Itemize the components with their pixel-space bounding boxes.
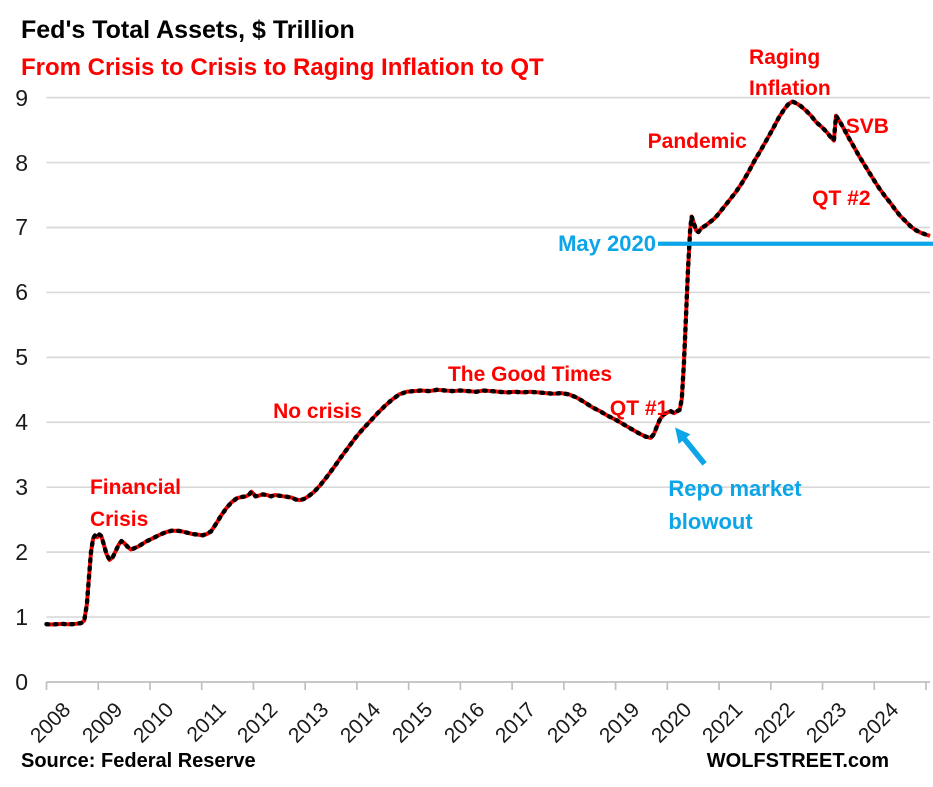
- financial-crisis-label-line-1: Financial: [89, 476, 181, 500]
- repo-arrow-shaft: [681, 435, 707, 466]
- repo-arrow-head: [675, 427, 691, 444]
- may-2020-label: May 2020: [558, 227, 656, 260]
- svb-label-line-1: SVB: [845, 114, 889, 138]
- svb-label: SVB: [846, 111, 889, 143]
- repo-blowout-label-line-2: blowout: [668, 509, 753, 535]
- y-axis-label-3: 3: [15, 474, 28, 501]
- y-axis-label-8: 8: [15, 149, 28, 176]
- raging-inflation-label-line-1: Raging: [749, 45, 821, 69]
- chart-title: Fed's Total Assets, $ Trillion: [21, 16, 355, 44]
- good-times-label-line-1: The Good Times: [447, 363, 613, 387]
- qt-2-label: QT #2: [812, 183, 870, 215]
- y-axis-label-0: 0: [15, 669, 28, 695]
- pandemic-label-line-1: Pandemic: [647, 130, 747, 154]
- y-axis-label-2: 2: [15, 539, 28, 566]
- source-credit: Source: Federal Reserve: [21, 750, 256, 772]
- chart-subtitle: From Crisis to Crisis to Raging Inflatio…: [21, 54, 544, 81]
- qt-2-label-line-1: QT #2: [812, 186, 871, 210]
- good-times-label: The Good Times: [448, 359, 612, 391]
- y-axis-label-4: 4: [15, 409, 28, 436]
- qt-1-label-line-1: QT #1: [609, 397, 669, 421]
- wolfstreet-brand: WOLFSTREET.com: [706, 750, 889, 772]
- financial-crisis-label: Financial Crisis: [90, 472, 181, 535]
- repo-blowout-label: Repo market blowout: [668, 472, 801, 538]
- qt-1-label: QT #1: [610, 393, 668, 425]
- no-crisis-label-line-1: No crisis: [273, 400, 362, 424]
- y-axis-label-9: 9: [15, 84, 28, 111]
- no-crisis-label: No crisis: [273, 396, 362, 428]
- y-axis-label-5: 5: [15, 344, 28, 371]
- raging-inflation-label: Raging Inflation: [749, 42, 831, 105]
- y-axis-label-7: 7: [15, 214, 28, 241]
- raging-inflation-label-line-2: Inflation: [749, 77, 831, 101]
- y-axis-label-1: 1: [15, 604, 28, 631]
- repo-blowout-label-line-1: Repo market: [668, 476, 802, 502]
- assets-line-black-dashes: [44, 99, 933, 627]
- pandemic-label: Pandemic: [648, 126, 747, 158]
- y-axis-label-6: 6: [15, 279, 28, 306]
- may-2020-label-line-1: May 2020: [558, 230, 656, 256]
- financial-crisis-label-line-2: Crisis: [89, 507, 149, 531]
